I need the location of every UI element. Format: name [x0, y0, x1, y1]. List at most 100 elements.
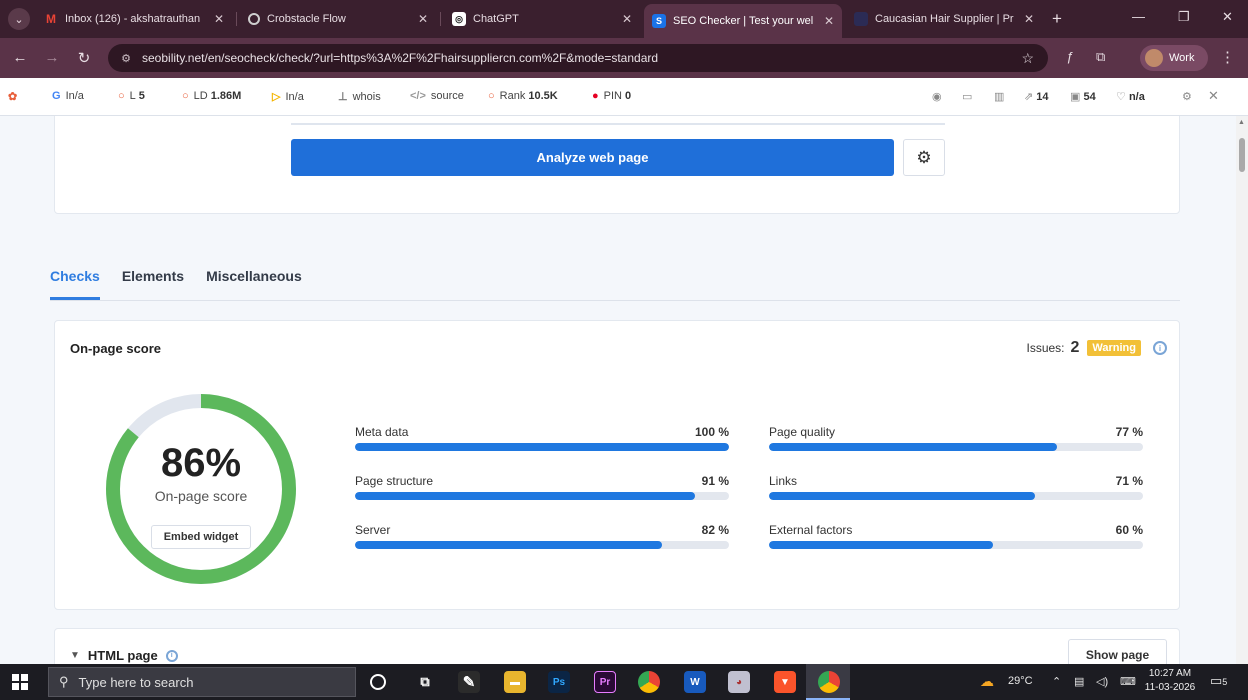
lock-icon: ▼ — [70, 650, 80, 661]
warning-badge: Warning — [1087, 340, 1141, 356]
tab-miscellaneous[interactable]: Miscellaneous — [206, 268, 302, 284]
analyze-web-page-button[interactable]: Analyze web page — [291, 139, 894, 176]
metric-page-structure: Page structure 91 % — [355, 474, 729, 514]
seo-right-heart[interactable]: ♡ n/a — [1116, 90, 1145, 103]
word-icon[interactable]: W — [684, 671, 706, 693]
seo-item-value: 0 — [625, 90, 632, 102]
seo-item-pinterest[interactable]: ● PIN 0 — [592, 90, 631, 102]
scrollbar-thumb[interactable] — [1239, 138, 1245, 172]
avatar — [1145, 49, 1163, 67]
reload-icon[interactable]: ↻ — [77, 50, 91, 67]
tab-search-button[interactable]: ⌄ — [8, 8, 30, 30]
score-donut — [106, 394, 296, 584]
site-icon — [854, 12, 868, 26]
tray-chevron-icon[interactable]: ⌃ — [1052, 676, 1062, 688]
task-view-icon[interactable]: ⧉ — [420, 674, 430, 689]
metric-page-quality: Page quality 77 % — [769, 425, 1143, 465]
seo-item-rank[interactable]: ○ Rank 10.5K — [488, 90, 558, 102]
close-icon[interactable]: ✕ — [213, 12, 224, 26]
file-explorer-icon[interactable]: ▬ — [504, 671, 526, 693]
seo-right-external[interactable]: ⇗ 14 — [1024, 90, 1049, 103]
premiere-pro-icon[interactable]: Pr — [594, 671, 616, 693]
close-icon[interactable]: ✕ — [1023, 12, 1034, 26]
info-circle-icon[interactable]: ◉ — [932, 91, 942, 103]
chrome-profile-icon[interactable] — [818, 671, 840, 693]
metric-external-factors: External factors 60 % — [769, 523, 1143, 563]
embed-widget-button[interactable]: Embed widget — [151, 525, 251, 549]
comment-icon[interactable]: ▭ — [962, 91, 973, 103]
chrome-icon[interactable] — [638, 671, 660, 693]
tab-gmail[interactable]: M Inbox (126) - akshatrauthan ✕ — [36, 6, 232, 32]
extension-icon[interactable]: ƒ — [1066, 49, 1074, 64]
bookmark-star-icon[interactable]: ☆ — [1021, 50, 1034, 66]
site-info-icon[interactable]: ⚙ — [121, 52, 131, 65]
tab-chatgpt[interactable]: ◎ ChatGPT ✕ — [444, 6, 640, 32]
new-tab-button[interactable]: + — [1052, 9, 1062, 28]
url-text[interactable]: seobility.net/en/seocheck/check/?url=htt… — [142, 51, 659, 65]
info-icon[interactable]: i — [165, 649, 178, 662]
profile-label: Work — [1169, 52, 1195, 64]
seo-item-value: n/a — [68, 90, 84, 102]
cortana-icon[interactable] — [370, 674, 386, 690]
chart-icon[interactable]: ▥ — [994, 91, 1005, 103]
forward-icon[interactable]: → — [44, 49, 60, 66]
info-icon[interactable]: i — [1153, 341, 1167, 355]
card-title: HTML page — [87, 648, 158, 663]
network-icon[interactable]: ▤ — [1074, 676, 1085, 688]
close-icon[interactable]: ✕ — [621, 12, 632, 26]
tab-elements[interactable]: Elements — [121, 268, 185, 284]
tab-title: Caucasian Hair Supplier | Pr — [875, 13, 1014, 25]
weather-icon[interactable]: ☁ — [980, 673, 994, 689]
seo-item-source[interactable]: </> source — [410, 90, 464, 102]
settings-gear-icon[interactable]: ⚙ — [1182, 91, 1192, 103]
tab-seo-checker[interactable]: S SEO Checker | Test your wel ✕ — [644, 4, 842, 38]
chatgpt-icon: ◎ — [452, 12, 466, 26]
close-icon[interactable]: ✕ — [417, 12, 428, 26]
google-icon: G — [52, 90, 61, 102]
seoquake-logo-icon[interactable]: ✿ — [8, 91, 18, 103]
scroll-up-icon[interactable]: ▲ — [1238, 119, 1245, 126]
metric-label: Server — [355, 523, 391, 537]
seo-item-link-domains[interactable]: ○ LD 1.86M — [182, 90, 241, 102]
tabs-divider — [50, 300, 1180, 301]
seo-item-label: I — [285, 90, 289, 103]
window-close-icon[interactable]: ✕ — [1222, 9, 1233, 24]
paint-icon[interactable]: ◕ — [728, 671, 750, 693]
tab-crobstacle[interactable]: Crobstacle Flow ✕ — [240, 6, 436, 32]
seo-right-images[interactable]: ▣ 54 — [1070, 90, 1096, 103]
seo-item-value: 10.5K — [528, 90, 558, 102]
tab-checks[interactable]: Checks — [50, 266, 100, 300]
windows-start-icon[interactable] — [12, 674, 28, 690]
close-icon[interactable]: ✕ — [823, 14, 834, 28]
tab-separator — [236, 12, 237, 26]
browser-menu-icon[interactable]: ⋮ — [1220, 49, 1235, 66]
language-icon[interactable]: ⌨ — [1120, 676, 1136, 688]
metric-track — [355, 443, 729, 451]
seo-right-value: 54 — [1083, 91, 1096, 103]
extensions-puzzle-icon[interactable]: ⧉ — [1096, 49, 1106, 64]
taskbar-clock[interactable]: 10:27 AM 11-03-2026 — [1144, 667, 1196, 695]
page-scrollbar[interactable]: ▲ — [1236, 116, 1248, 664]
restore-icon[interactable]: ❐ — [1178, 9, 1190, 24]
pen-app-icon[interactable]: ✎ — [458, 671, 480, 693]
back-icon[interactable]: ← — [12, 49, 28, 66]
volume-icon[interactable]: ◁) — [1096, 676, 1109, 688]
analysis-settings-button[interactable]: ⚙ — [903, 139, 945, 176]
brave-icon[interactable]: ▼ — [774, 671, 796, 693]
analyze-card: Analyze web page ⚙ — [54, 116, 1180, 214]
profile-button[interactable]: Work — [1140, 45, 1208, 71]
address-bar[interactable]: ⚙ seobility.net/en/seocheck/check/?url=h… — [108, 44, 1048, 72]
show-page-button[interactable]: Show page — [1068, 639, 1167, 664]
seo-item-whois[interactable]: ⊥ whois — [338, 90, 381, 104]
notifications-icon[interactable]: ▭5 — [1210, 673, 1228, 688]
taskbar-search-box[interactable]: ⚲ Type here to search — [48, 667, 356, 697]
tab-caucasian-hair[interactable]: Caucasian Hair Supplier | Pr ✕ — [846, 6, 1042, 32]
minimize-icon[interactable]: — — [1132, 9, 1145, 24]
metric-label: Links — [769, 474, 798, 488]
close-toolbar-icon[interactable]: ✕ — [1208, 88, 1219, 103]
weather-temperature[interactable]: 29°C — [1008, 675, 1033, 687]
photoshop-icon[interactable]: Ps — [548, 671, 570, 693]
